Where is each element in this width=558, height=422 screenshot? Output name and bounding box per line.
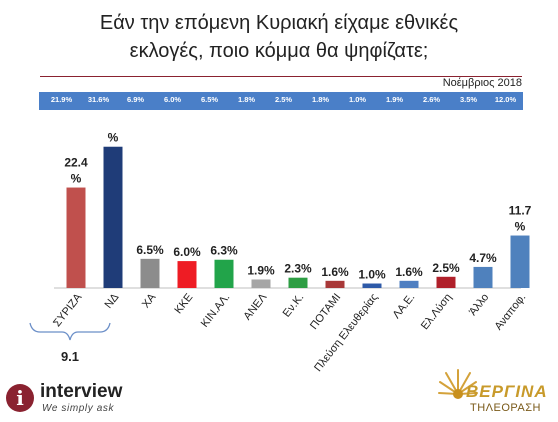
category-label: ΝΔ	[102, 291, 121, 311]
gap-brace	[29, 322, 111, 341]
bar	[288, 277, 308, 288]
strip-value-1: 31.6%	[87, 95, 110, 104]
interview-logo-name: interview	[40, 381, 123, 402]
bar	[362, 283, 382, 288]
bar	[325, 280, 345, 288]
category-label: Ελ.Λύση	[419, 291, 454, 332]
strip-value-0: 21.9%	[50, 95, 73, 104]
category-label: ΑΝΕΛ	[241, 291, 269, 323]
data-label: 1.6%	[321, 265, 349, 279]
category-label: ΚΙΝ.ΑΛ.	[199, 291, 233, 329]
strip-value-5: 1.8%	[237, 95, 256, 104]
strip-value-9: 1.9%	[385, 95, 404, 104]
header-rule	[40, 76, 522, 77]
category-label: ΠΟΤΑΜΙ	[308, 291, 343, 331]
gap-label: 9.1	[61, 349, 79, 364]
strip-value-2: 6.9%	[126, 95, 145, 104]
data-label: 1.9%	[247, 263, 275, 277]
category-label: Πλεύση Ελευθερίας	[312, 291, 380, 374]
data-label: %	[71, 172, 82, 186]
bar	[177, 261, 197, 288]
data-label: 2.3%	[284, 262, 312, 276]
survey-date: Νοέμβριος 2018	[442, 77, 522, 89]
category-label: ΣΥΡΙΖΑ	[51, 291, 85, 329]
category-label: ΚΚΕ	[172, 291, 195, 316]
strip-value-12: 12.0%	[494, 95, 517, 104]
interview-logo-tagline: We simply ask	[42, 403, 115, 414]
bar	[510, 235, 530, 288]
strip-value-10: 2.6%	[422, 95, 441, 104]
strip-value-8: 1.0%	[348, 95, 367, 104]
bar	[251, 279, 271, 288]
category-label: Εν.Κ.	[281, 291, 307, 319]
data-label: 11.7	[509, 204, 532, 218]
data-label: 2.5%	[432, 261, 460, 275]
bar	[436, 276, 456, 288]
strip-value-11: 3.5%	[459, 95, 478, 104]
bar	[66, 187, 86, 288]
vergina-logo-name: ΒΕΡΓΙΝΑ	[466, 382, 548, 401]
category-label: ΛΑ.Ε.	[391, 291, 418, 321]
bar	[399, 280, 419, 288]
vergina-sun-icon	[438, 369, 478, 399]
chart-title-line-2: εκλογές, ποιο κόμμα θα ψηφίζατε;	[129, 40, 429, 62]
bar	[103, 146, 123, 288]
data-label: 6.3%	[210, 244, 238, 258]
strip-value-3: 6.0%	[163, 95, 182, 104]
vergina-logo-sub: ΤΗΛΕΟΡΑΣΗ	[470, 402, 542, 414]
data-label: 1.6%	[395, 265, 423, 279]
bar	[214, 259, 234, 288]
data-label: 6.0%	[173, 245, 201, 259]
data-label: %	[515, 220, 526, 234]
data-label: 22.4	[64, 156, 88, 170]
data-label: 6.5%	[136, 243, 164, 257]
bar	[140, 258, 160, 288]
comparison-strip: 21.9% 31.6% 6.9% 6.0% 6.5% 1.8% 2.5% 1.8…	[39, 92, 523, 110]
category-label: Αναποφ.	[493, 291, 529, 332]
strip-value-4: 6.5%	[200, 95, 219, 104]
strip-value-6: 2.5%	[274, 95, 293, 104]
interview-logo-icon: i	[6, 384, 34, 412]
category-label: Άλλο	[467, 291, 491, 318]
data-label: %	[108, 131, 119, 145]
bar	[473, 266, 493, 288]
data-label: 1.0%	[358, 268, 386, 282]
strip-value-7: 1.8%	[311, 95, 330, 104]
category-label: ΧΑ	[140, 291, 159, 310]
chart-title-line-1: Εάν την επόμενη Κυριακή είχαμε εθνικές	[99, 12, 459, 34]
data-label: 4.7%	[469, 251, 497, 265]
